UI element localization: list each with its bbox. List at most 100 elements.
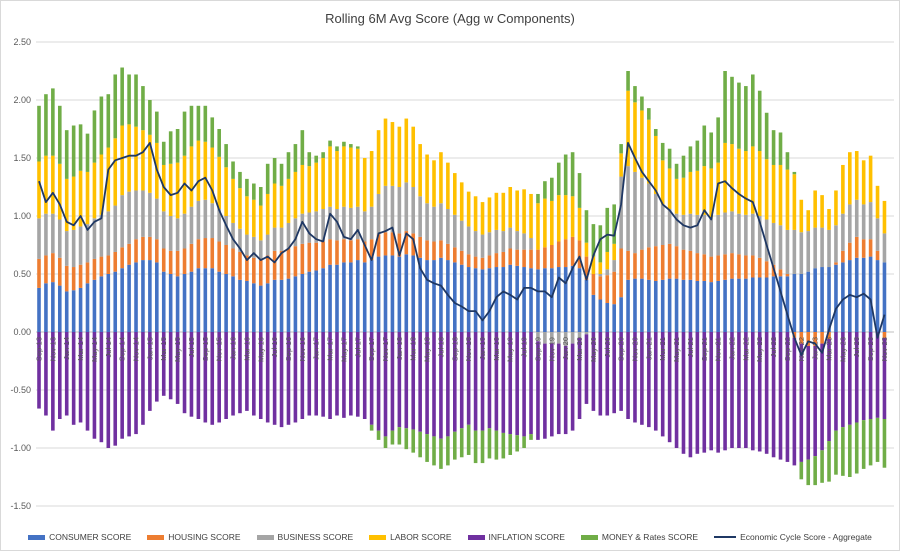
bar-segment [550, 268, 554, 332]
bar-segment [376, 193, 381, 235]
legend-item: HOUSING SCORE [147, 532, 241, 542]
bar-segment [626, 90, 630, 167]
bar-segment [667, 278, 672, 332]
bar-segment [473, 268, 478, 332]
bar-segment [113, 74, 118, 139]
bar-segment [85, 262, 90, 284]
bar-segment [99, 256, 104, 277]
bar-segment [577, 207, 582, 241]
bar-segment [813, 268, 817, 332]
bar-segment [224, 144, 228, 168]
bar-segment [224, 332, 228, 419]
x-axis-tick-label: Jan-20 [561, 337, 570, 360]
bar-segment [92, 332, 97, 439]
bar-segment [660, 204, 665, 245]
bar-segment [813, 345, 817, 457]
bar-segment [750, 255, 755, 278]
bar-segment [757, 151, 762, 216]
bar-segment [854, 151, 859, 200]
legend-item: LABOR SCORE [369, 532, 452, 542]
legend: CONSUMER SCORE HOUSING SCORE BUSINESS SCOR… [1, 532, 899, 542]
bar-segment [85, 332, 90, 431]
bar-segment [501, 192, 506, 232]
y-axis-tick-label: 1.00 [13, 211, 31, 221]
x-axis-tick-label: Jul-21 [686, 337, 695, 357]
bar-segment [51, 213, 55, 254]
bar-segment [439, 152, 443, 204]
bar-segment [397, 256, 402, 332]
bar-segment [778, 332, 783, 460]
bar-segment [522, 249, 526, 268]
bar-segment [224, 167, 228, 216]
bar-segment [550, 200, 554, 245]
bar-segment [695, 332, 700, 454]
bar-segment [189, 146, 194, 207]
bar-segment [778, 225, 783, 270]
bar-segment [827, 338, 831, 442]
bar-segment [196, 200, 201, 240]
bar-segment [238, 332, 242, 414]
y-axis-tick-label: -0.50 [10, 385, 31, 395]
bar-segment [51, 332, 55, 431]
bar-segment [647, 279, 651, 332]
bar-segment [224, 274, 228, 332]
bar-segment [272, 279, 277, 332]
bar-segment [543, 343, 547, 439]
bar-segment [480, 332, 485, 431]
bar-segment [515, 190, 519, 232]
bar-segment [868, 256, 873, 332]
bar-segment [349, 240, 353, 263]
bar-segment [258, 260, 263, 286]
bar-segment [106, 255, 111, 274]
bar-segment [723, 332, 727, 451]
x-axis-tick-label: Sep-17 [367, 337, 376, 361]
bar-segment [258, 332, 263, 419]
bar-segment [854, 422, 859, 474]
bar-segment [342, 262, 346, 332]
x-axis-tick-label: Jan-16 [229, 337, 238, 360]
bar-segment [106, 274, 111, 332]
bar-segment [300, 164, 305, 214]
bar-segment [494, 332, 499, 431]
bar-segment [841, 250, 845, 263]
bar-segment [875, 260, 880, 332]
bar-segment [57, 105, 62, 164]
x-axis-tick-label: Nov-18 [464, 337, 473, 361]
bar-segment [307, 332, 312, 416]
bar-segment [245, 280, 249, 332]
bar-segment [605, 332, 610, 416]
bar-segment [189, 271, 194, 332]
bar-segment [598, 299, 603, 332]
bar-segment [882, 233, 887, 263]
bar-segment [141, 236, 145, 261]
bar-segment [335, 151, 339, 210]
bar-segment [688, 332, 693, 458]
bar-segment [203, 332, 208, 423]
bar-segment [189, 332, 194, 417]
bar-segment [612, 304, 616, 332]
bar-segment [487, 255, 492, 269]
bar-segment [799, 461, 804, 480]
legend-label: BUSINESS SCORE [277, 532, 354, 542]
bar-segment [265, 332, 270, 423]
bar-segment [820, 227, 824, 268]
x-axis-tick-label: Nov-19 [547, 337, 556, 361]
bar-segment [328, 146, 332, 207]
bar-segment [778, 164, 783, 226]
bar-segment [480, 234, 485, 258]
bar-segment [404, 182, 409, 232]
bar-segment [376, 332, 381, 431]
bar-segment [432, 260, 436, 332]
bar-segment [854, 236, 859, 258]
x-axis-tick-label: Mar-15 [159, 337, 168, 361]
bar-segment [522, 233, 526, 250]
bar-segment [473, 231, 478, 257]
bar-segment [265, 193, 270, 235]
bar-segment [598, 276, 603, 300]
bar-segment [279, 163, 284, 186]
x-axis-tick-label: Jul-16 [270, 337, 279, 357]
bar-segment [799, 199, 804, 233]
bar-segment [834, 262, 838, 265]
bar-segment [647, 247, 651, 280]
